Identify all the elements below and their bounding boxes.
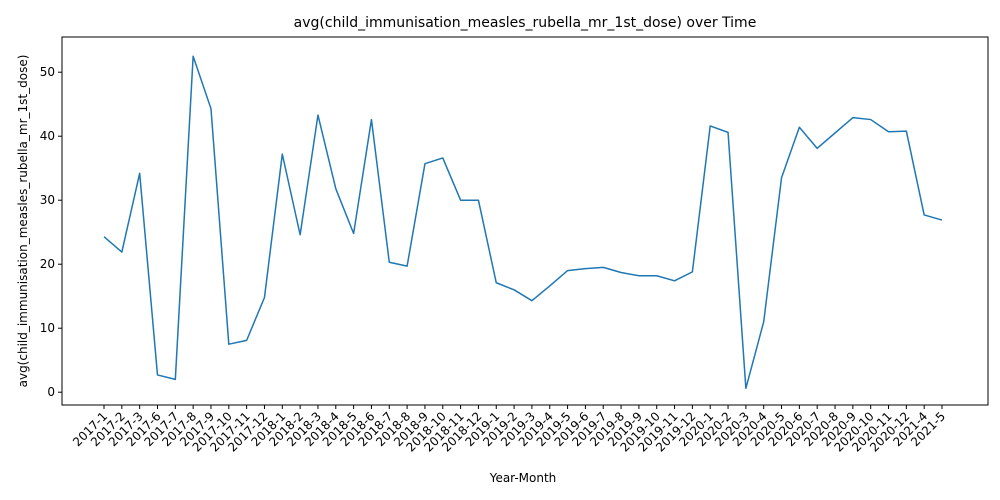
y-tick-label: 40 [40, 129, 55, 143]
y-axis: 0 10 20 30 40 50 [40, 65, 62, 399]
y-axis-label: avg(child_immunisation_measles_rubella_m… [16, 55, 30, 388]
x-axis-label: Year-Month [489, 471, 557, 485]
x-axis: 2017-12017-22017-32017-62017-72017-82017… [70, 405, 948, 455]
plot-area [61, 36, 989, 406]
y-tick-label: 30 [40, 193, 55, 207]
series-line [103, 55, 943, 390]
y-tick-label: 0 [47, 385, 55, 399]
chart-title: avg(child_immunisation_measles_rubella_m… [294, 15, 757, 31]
y-tick-label: 10 [40, 321, 55, 335]
y-tick-label: 50 [40, 65, 55, 79]
y-tick-label: 20 [40, 257, 55, 271]
